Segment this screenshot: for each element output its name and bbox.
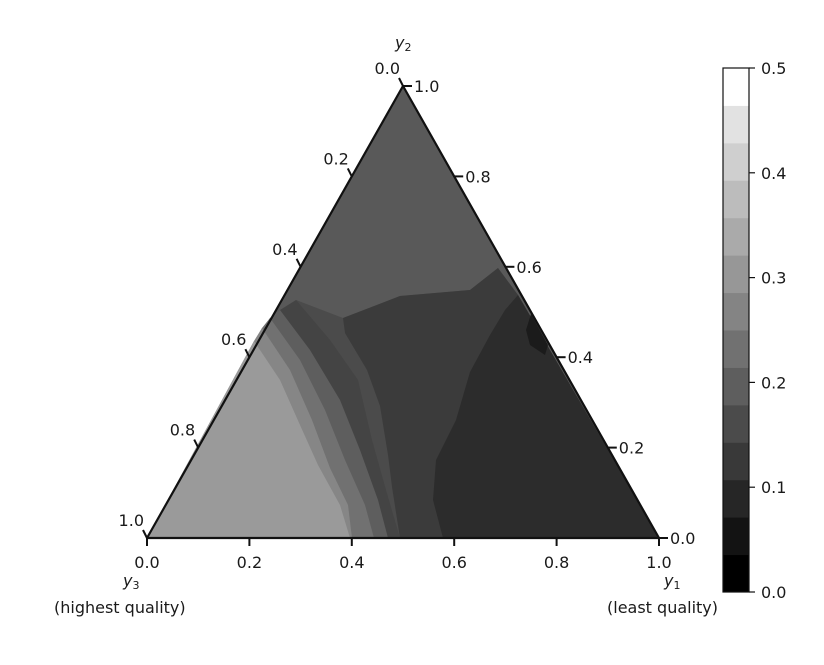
colorbar-level xyxy=(723,292,749,331)
colorbar-tick-label: 0.3 xyxy=(761,269,786,288)
y2-tick-label: 0.4 xyxy=(568,348,593,367)
colorbar-level xyxy=(723,180,749,219)
lower-right-region xyxy=(433,295,659,538)
contour-regions xyxy=(147,86,659,538)
colorbar-tick-label: 0.0 xyxy=(761,583,786,602)
y3-tick xyxy=(244,348,251,358)
ternary-ticks: 0.0 0.2 0.4 0.6 0.8 1.0 0.0 0.2 0.4 0.6 0.8 1.0 0.0 0… xyxy=(119,59,696,572)
y3-axis-label: y3 xyxy=(122,571,139,592)
colorbar-tick-label: 0.2 xyxy=(761,373,786,392)
dark-spot xyxy=(526,314,548,355)
colorbar-level xyxy=(723,68,749,106)
y1-tick-label: 1.0 xyxy=(646,553,671,572)
y3-tick xyxy=(142,529,148,539)
colorbar-level xyxy=(723,367,749,406)
y3-tick-label: 0.2 xyxy=(323,149,348,168)
colorbar-level xyxy=(723,217,749,256)
y2-tick-label: 0.0 xyxy=(670,529,695,548)
colorbar-level xyxy=(723,442,749,481)
y3-tick xyxy=(193,439,200,449)
y3-axis-caption: (highest quality) xyxy=(54,598,186,617)
y3-tick xyxy=(346,167,353,177)
colorbar-tick-label: 0.1 xyxy=(761,478,786,497)
colorbar-level xyxy=(723,554,749,593)
colorbar-level xyxy=(723,255,749,294)
colorbar-tick-label: 0.5 xyxy=(761,59,786,78)
colorbar-tick-label: 0.4 xyxy=(761,164,786,183)
y2-tick-label: 1.0 xyxy=(414,77,439,96)
y3-tick xyxy=(295,258,302,268)
y2-axis-label: y2 xyxy=(394,33,411,54)
y1-axis-caption: (least quality) xyxy=(607,598,718,617)
colorbar-level xyxy=(723,479,749,518)
triangle-outline xyxy=(145,84,661,540)
colorbar-frame xyxy=(722,67,750,593)
colorbar-level xyxy=(723,330,749,368)
y1-tick-label: 0.2 xyxy=(237,553,262,572)
y1-tick-label: 0.0 xyxy=(134,553,159,572)
y3-tick-label: 1.0 xyxy=(119,511,144,530)
y2-tick-label: 0.6 xyxy=(516,258,541,277)
y3-tick-label: 0.0 xyxy=(375,59,400,78)
colorbar-level xyxy=(723,517,749,556)
y1-tick-label: 0.4 xyxy=(339,553,364,572)
y2-tick-label: 0.2 xyxy=(619,439,644,458)
lower-left-region xyxy=(147,341,350,538)
y3-tick-label: 0.8 xyxy=(170,421,195,440)
y3-tick-label: 0.6 xyxy=(221,330,246,349)
colorbar-level xyxy=(723,105,749,144)
y1-axis-label: y1 xyxy=(663,571,680,592)
colorbar-level xyxy=(723,404,749,443)
y1-tick-label: 0.8 xyxy=(544,553,569,572)
y1-tick-label: 0.6 xyxy=(441,553,466,572)
colorbar-level xyxy=(723,142,749,181)
y3-tick-label: 0.4 xyxy=(272,240,297,259)
y3-tick xyxy=(398,77,404,87)
y2-tick-label: 0.8 xyxy=(465,167,490,186)
colorbar: 0.0 0.1 0.2 0.3 0.4 0.5 xyxy=(722,59,786,602)
